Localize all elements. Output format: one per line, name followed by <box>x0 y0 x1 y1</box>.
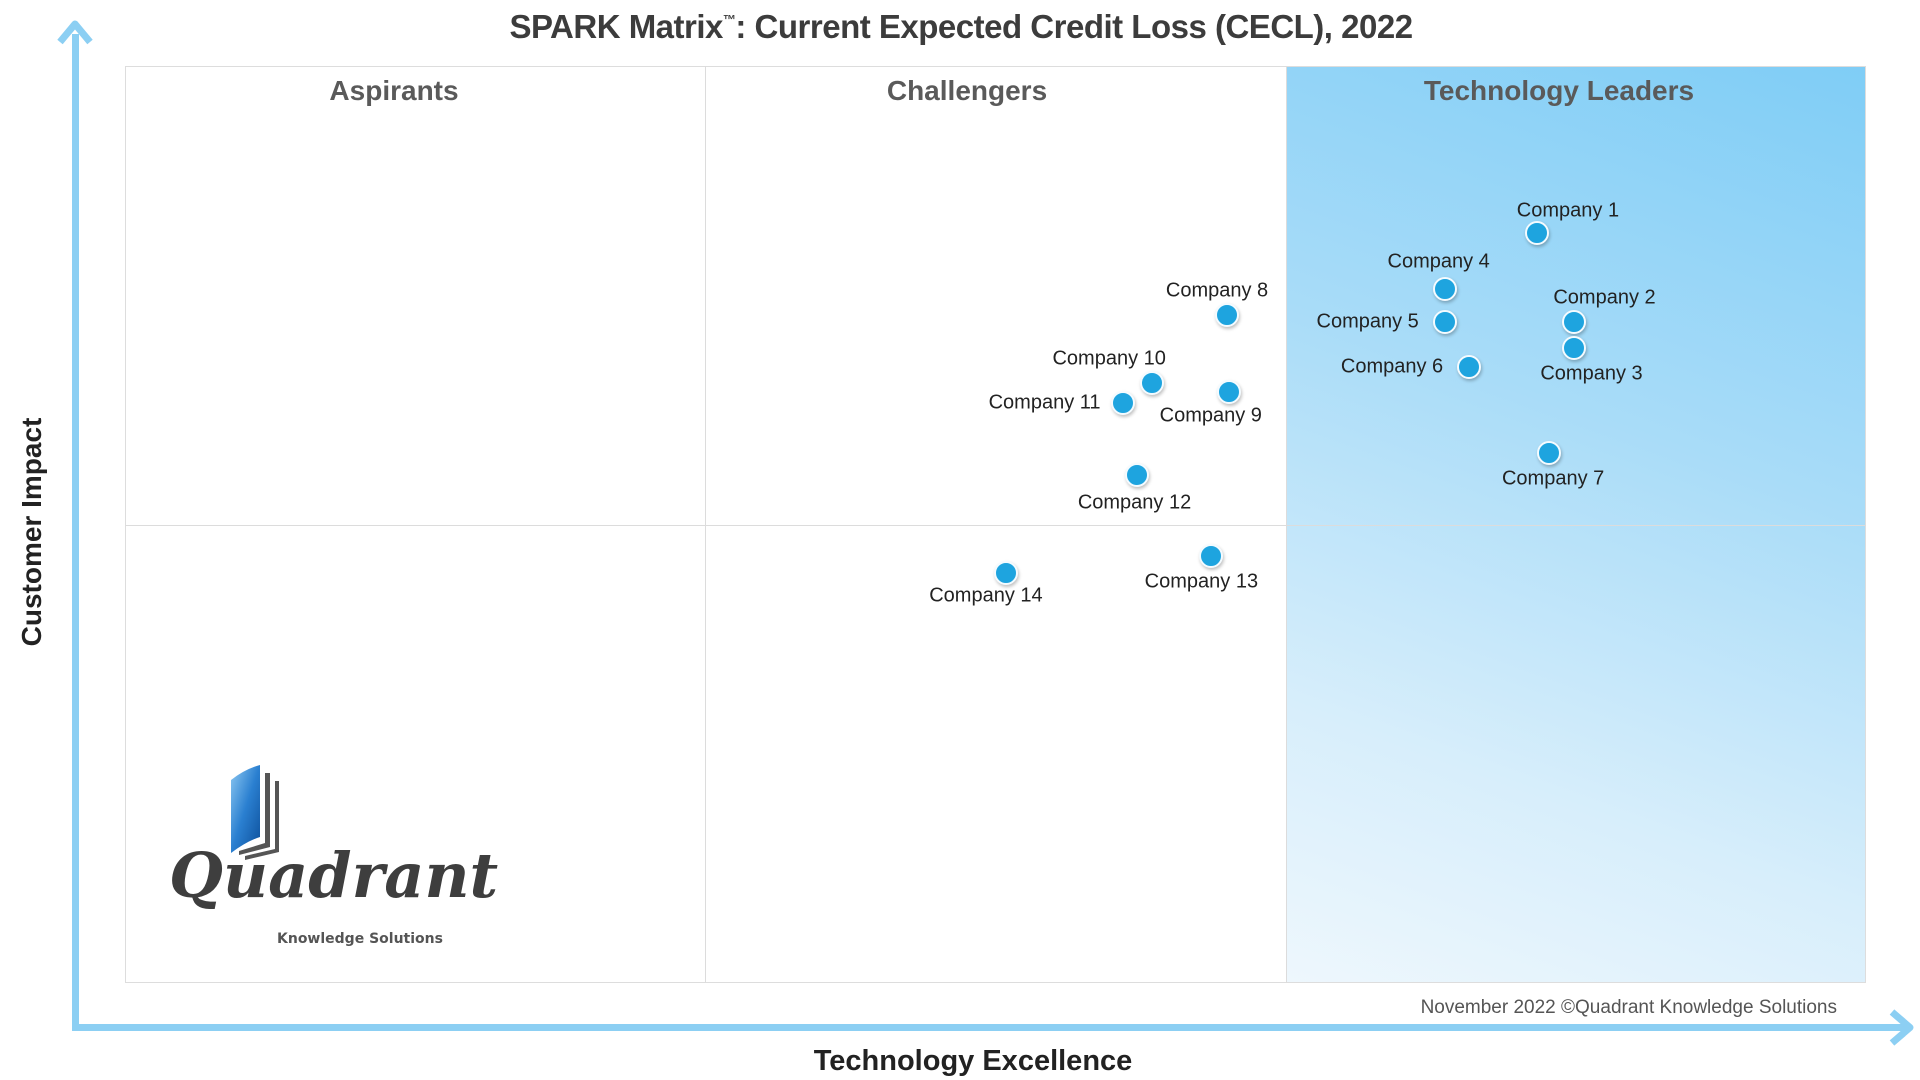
x-axis-arrow-icon <box>1889 1009 1914 1046</box>
data-point <box>1215 303 1240 328</box>
data-point <box>1110 391 1135 416</box>
technology-leaders-region <box>1286 66 1866 983</box>
data-label: Company 1 <box>1516 199 1620 222</box>
data-point <box>1216 379 1241 404</box>
data-label: Company 4 <box>1387 250 1490 273</box>
y-axis <box>72 34 79 1030</box>
plot-area <box>125 66 1866 983</box>
data-label: Company 2 <box>1553 286 1656 309</box>
data-point <box>1537 440 1562 465</box>
data-point <box>1124 462 1149 487</box>
data-label: Company 3 <box>1540 362 1643 385</box>
data-label: Company 14 <box>929 584 1043 607</box>
y-axis-arrow-icon <box>57 20 93 45</box>
divider-horizontal <box>125 525 1866 526</box>
title-main: SPARK Matrix <box>509 8 723 45</box>
data-point <box>1524 220 1549 245</box>
trademark: ™ <box>722 12 736 27</box>
data-point <box>993 561 1018 586</box>
data-label: Company 10 <box>1052 347 1166 370</box>
divider-vertical-1 <box>705 66 706 983</box>
divider-vertical-2 <box>1286 66 1287 983</box>
chart-title: SPARK Matrix™: Current Expected Credit L… <box>0 8 1920 46</box>
data-label: Company 11 <box>988 391 1101 414</box>
quadrant-label-technology-leaders: Technology Leaders <box>1423 75 1695 106</box>
x-axis <box>72 1024 1906 1031</box>
data-point <box>1432 276 1457 301</box>
data-label: Company 7 <box>1501 467 1605 490</box>
quadrant-label-challengers: Challengers <box>886 75 1048 106</box>
footer-copyright: November 2022 ©Quadrant Knowledge Soluti… <box>1420 997 1837 1018</box>
data-label: Company 6 <box>1340 355 1444 378</box>
quadrant-logo: Quadrant Knowledge Solutions <box>169 765 499 947</box>
data-label: Company 12 <box>1077 491 1192 514</box>
quadrant-label-aspirants: Aspirants <box>329 75 459 106</box>
data-label: Company 13 <box>1144 570 1259 593</box>
logo-wordmark: Quadrant <box>169 839 499 912</box>
title-rest: : Current Expected Credit Loss (CECL), 2… <box>735 8 1413 45</box>
data-label: Company 8 <box>1165 279 1269 302</box>
data-label: Company 9 <box>1159 404 1262 427</box>
data-point <box>1457 354 1482 379</box>
data-point <box>1199 543 1224 568</box>
data-point <box>1140 371 1165 396</box>
data-point <box>1561 336 1586 361</box>
data-point <box>1561 309 1586 334</box>
data-point <box>1432 309 1457 334</box>
logo-tagline: Knowledge Solutions <box>277 931 443 947</box>
x-axis-label: Technology Excellence <box>813 1045 1133 1077</box>
data-label: Company 5 <box>1316 310 1419 333</box>
y-axis-label: Customer Impact <box>16 417 47 647</box>
